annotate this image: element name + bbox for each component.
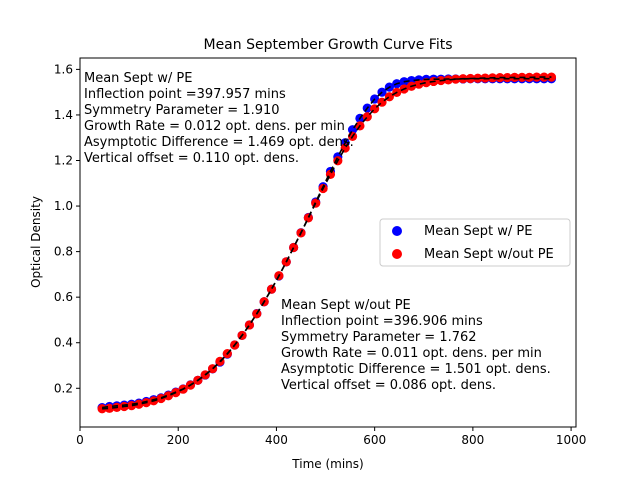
legend-marker-with-pe	[392, 226, 402, 236]
annotation-line: Growth Rate = 0.012 opt. dens. per min	[84, 119, 345, 134]
annotation-line: Asymptotic Difference = 1.469 opt. dens.	[84, 135, 354, 150]
legend: Mean Sept w/ PE Mean Sept w/out PE	[379, 218, 571, 267]
annotation-line: Symmetry Parameter = 1.762	[281, 330, 477, 345]
annotation-line: Asymptotic Difference = 1.501 opt. dens.	[281, 362, 551, 377]
fit-lines	[101, 76, 552, 410]
data-point	[524, 72, 534, 82]
x-axis-label: Time (mins)	[291, 457, 363, 471]
legend-box	[379, 218, 571, 267]
annotation-without-pe: Mean Sept w/out PE Inflection point =396…	[281, 298, 551, 393]
x-tick-label: 600	[363, 433, 386, 447]
data-point	[502, 72, 512, 83]
annotation-line: Mean Sept w/ PE	[84, 71, 192, 86]
legend-label-with-pe: Mean Sept w/ PE	[424, 224, 532, 239]
data-point	[303, 213, 313, 223]
y-tick-label: 0.2	[54, 381, 73, 395]
data-point	[414, 79, 424, 89]
x-tick-label: 800	[461, 433, 484, 447]
x-tick-label: 0	[76, 433, 84, 447]
x-tick-label: 1000	[556, 433, 587, 447]
x-tick-label: 400	[265, 433, 288, 447]
annotation-line: Inflection point =397.957 mins	[84, 87, 286, 102]
plot-area-frame	[79, 57, 577, 428]
annotation-line: Vertical offset = 0.110 opt. dens.	[84, 151, 299, 166]
annotation-line: Growth Rate = 0.011 opt. dens. per min	[281, 346, 542, 361]
annotation-with-pe: Mean Sept w/ PE Inflection point =397.95…	[84, 71, 354, 166]
x-axis-ticks: 0 200 400 600 800 1000	[76, 427, 586, 447]
y-tick-label: 0.6	[54, 290, 73, 304]
y-tick-label: 1.6	[54, 62, 73, 76]
annotation-line: Mean Sept w/out PE	[281, 298, 411, 313]
legend-label-without-pe: Mean Sept w/out PE	[424, 247, 554, 262]
data-point	[443, 75, 453, 85]
y-tick-label: 1.2	[54, 154, 73, 168]
legend-marker-without-pe	[392, 249, 402, 259]
chart-title: Mean September Growth Curve Fits	[203, 37, 452, 53]
annotation-line: Symmetry Parameter = 1.910	[84, 103, 280, 118]
y-tick-label: 1.0	[54, 199, 73, 213]
annotation-line: Inflection point =396.906 mins	[281, 314, 483, 329]
y-tick-label: 0.8	[54, 245, 73, 259]
data-point	[134, 399, 144, 409]
y-tick-label: 0.4	[54, 336, 73, 350]
data-point	[546, 72, 557, 82]
y-axis-ticks: 0.2 0.4 0.6 0.8 1.0 1.2 1.4 1.6	[54, 62, 80, 395]
data-point	[289, 242, 299, 253]
y-tick-label: 1.4	[54, 108, 73, 122]
annotation-line: Vertical offset = 0.086 opt. dens.	[281, 378, 496, 393]
data-point	[104, 403, 115, 413]
y-axis-label: Optical Density	[29, 196, 43, 288]
data-point	[266, 284, 277, 294]
x-tick-label: 200	[167, 433, 190, 447]
fit-line-without-pe	[102, 76, 552, 410]
fit-line-with-pe	[101, 77, 552, 409]
